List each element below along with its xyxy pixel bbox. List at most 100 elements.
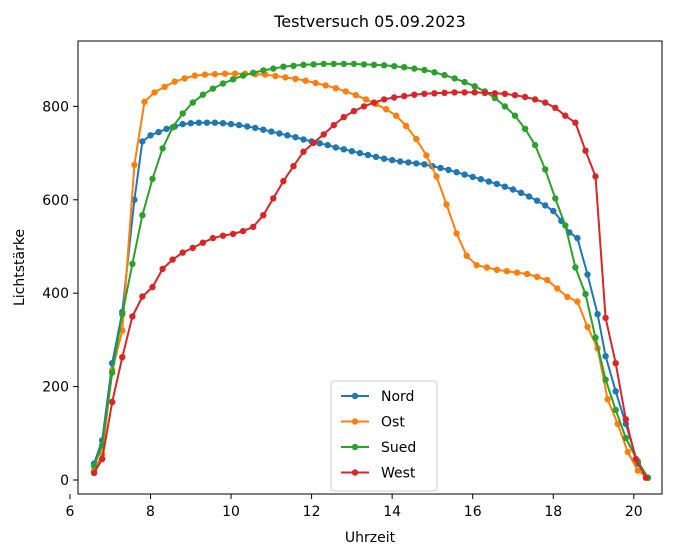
y-tick-label: 0: [60, 473, 69, 489]
legend-item: West: [341, 466, 416, 482]
y-tick-label: 200: [42, 380, 69, 396]
data-point: [483, 264, 490, 271]
data-point: [431, 69, 438, 76]
data-point: [348, 148, 356, 155]
data-point: [517, 189, 525, 196]
data-point: [550, 207, 557, 215]
data-point: [282, 74, 289, 81]
data-point: [451, 75, 458, 82]
data-point: [531, 141, 539, 149]
data-point: [316, 140, 323, 147]
legend-item: Nord: [341, 389, 414, 405]
data-point: [211, 119, 219, 126]
data-point: [572, 119, 579, 126]
data-point: [129, 313, 136, 320]
data-point: [380, 62, 388, 69]
data-point: [622, 416, 629, 423]
data-point: [219, 120, 227, 127]
data-point: [397, 158, 404, 165]
data-point: [129, 260, 136, 267]
series-west: [90, 89, 650, 481]
data-point: [300, 136, 307, 143]
data-point: [211, 71, 219, 78]
data-point: [147, 132, 154, 139]
legend-marker: [351, 443, 359, 451]
data-point: [239, 227, 247, 235]
data-point: [533, 273, 541, 280]
data-point: [380, 96, 388, 103]
data-point: [521, 125, 529, 132]
data-point: [572, 264, 579, 271]
data-point: [189, 244, 196, 252]
data-point: [169, 124, 176, 131]
data-point: [159, 265, 166, 273]
data-point: [602, 314, 609, 322]
data-point: [322, 82, 329, 89]
data-point: [542, 99, 549, 106]
data-point: [554, 285, 561, 292]
data-point: [109, 369, 116, 376]
legend: Nord Ost Sued West: [330, 380, 438, 492]
data-point: [481, 89, 488, 97]
data-point: [604, 396, 611, 403]
data-point: [356, 149, 364, 157]
data-point: [521, 93, 529, 101]
data-point: [250, 69, 257, 77]
data-point: [461, 89, 468, 96]
data-point: [141, 98, 148, 105]
data-point: [221, 70, 229, 77]
data-point: [531, 96, 539, 103]
data-point: [382, 106, 390, 113]
data-point: [501, 90, 509, 98]
data-point: [445, 166, 452, 174]
data-point: [491, 90, 499, 97]
data-point: [149, 175, 156, 182]
data-point: [90, 469, 98, 477]
data-point: [461, 78, 468, 86]
data-point: [592, 173, 599, 180]
data-point: [139, 212, 146, 219]
data-point: [300, 61, 307, 68]
data-point: [493, 266, 501, 273]
data-point: [477, 176, 484, 183]
data-point: [443, 201, 450, 208]
data-point: [300, 148, 307, 155]
data-point: [203, 119, 211, 126]
x-tick-label: 20: [625, 504, 643, 520]
data-point: [584, 271, 591, 278]
data-point: [290, 163, 297, 170]
data-point: [199, 239, 207, 246]
data-point: [332, 85, 339, 92]
data-point: [260, 212, 267, 219]
data-point: [340, 60, 347, 68]
data-point: [260, 126, 267, 133]
data-point: [360, 61, 368, 68]
data-point: [463, 252, 470, 259]
data-point: [493, 180, 501, 188]
data-point: [509, 186, 517, 193]
data-point: [191, 72, 198, 79]
data-point: [187, 120, 194, 127]
data-point: [612, 388, 619, 395]
data-point: [405, 159, 412, 166]
data-point: [119, 354, 126, 361]
data-point: [219, 232, 227, 239]
data-point: [244, 123, 251, 130]
data-point: [602, 353, 609, 360]
data-point: [380, 155, 388, 162]
data-point: [612, 406, 619, 414]
data-point: [324, 141, 331, 149]
data-point: [582, 147, 589, 154]
data-point: [594, 311, 601, 318]
chart-title: Testversuch 05.09.2023: [273, 12, 466, 31]
data-point: [441, 71, 448, 79]
legend-label: Sued: [381, 440, 416, 456]
data-point: [433, 173, 440, 180]
data-point: [340, 113, 347, 121]
data-point: [330, 60, 337, 68]
data-point: [592, 334, 599, 341]
data-point: [584, 323, 591, 330]
data-point: [99, 455, 106, 463]
data-point: [342, 88, 349, 95]
